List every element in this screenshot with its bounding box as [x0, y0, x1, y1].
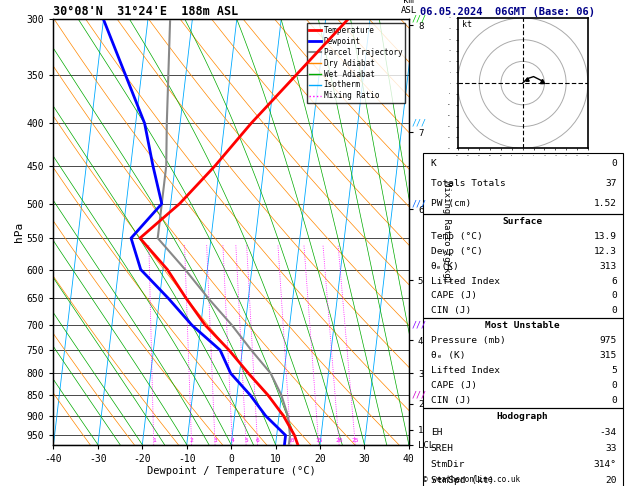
- Text: ///: ///: [412, 119, 427, 128]
- Text: Pressure (mb): Pressure (mb): [431, 336, 506, 346]
- Text: ///: ///: [412, 15, 427, 24]
- Text: 10: 10: [287, 437, 295, 443]
- Text: 20: 20: [605, 476, 616, 485]
- Text: 0: 0: [611, 292, 616, 300]
- Text: 314°: 314°: [594, 460, 616, 469]
- Text: ///: ///: [412, 199, 427, 208]
- Text: 975: 975: [599, 336, 616, 346]
- Text: 3: 3: [213, 437, 217, 443]
- Text: kt: kt: [462, 19, 472, 29]
- Text: 25: 25: [352, 437, 359, 443]
- Text: Hodograph: Hodograph: [497, 412, 548, 421]
- Text: 0: 0: [611, 306, 616, 315]
- Text: -34: -34: [599, 428, 616, 437]
- Text: 12.3: 12.3: [594, 247, 616, 256]
- Text: 5: 5: [611, 366, 616, 375]
- Text: 0: 0: [611, 159, 616, 168]
- Text: 37: 37: [605, 179, 616, 188]
- Text: km
ASL: km ASL: [401, 0, 417, 15]
- Text: 30°08'N  31°24'E  188m ASL: 30°08'N 31°24'E 188m ASL: [53, 5, 239, 18]
- Text: 1: 1: [152, 437, 155, 443]
- Text: 2: 2: [190, 437, 194, 443]
- Text: K: K: [431, 159, 437, 168]
- Text: 313: 313: [599, 261, 616, 271]
- Text: Lifted Index: Lifted Index: [431, 277, 499, 285]
- Text: 15: 15: [315, 437, 323, 443]
- Text: EH: EH: [431, 428, 442, 437]
- Text: 13.9: 13.9: [594, 232, 616, 241]
- Text: 0: 0: [611, 381, 616, 390]
- Text: © weatheronline.co.uk: © weatheronline.co.uk: [423, 474, 520, 484]
- Text: 6: 6: [256, 437, 259, 443]
- Text: Lifted Index: Lifted Index: [431, 366, 499, 375]
- Text: θₑ(K): θₑ(K): [431, 261, 459, 271]
- Text: ///: ///: [412, 391, 427, 399]
- Text: Totals Totals: Totals Totals: [431, 179, 506, 188]
- Text: Surface: Surface: [503, 217, 543, 226]
- Text: PW (cm): PW (cm): [431, 199, 471, 208]
- Text: 6: 6: [611, 277, 616, 285]
- Text: CAPE (J): CAPE (J): [431, 381, 477, 390]
- Y-axis label: hPa: hPa: [14, 222, 24, 242]
- Text: 06.05.2024  06GMT (Base: 06): 06.05.2024 06GMT (Base: 06): [420, 7, 594, 17]
- Text: 315: 315: [599, 351, 616, 360]
- Text: θₑ (K): θₑ (K): [431, 351, 465, 360]
- X-axis label: Dewpoint / Temperature (°C): Dewpoint / Temperature (°C): [147, 467, 316, 476]
- Text: SREH: SREH: [431, 444, 454, 453]
- Text: Temp (°C): Temp (°C): [431, 232, 482, 241]
- Text: CIN (J): CIN (J): [431, 396, 471, 405]
- Text: 4: 4: [230, 437, 234, 443]
- Text: 33: 33: [605, 444, 616, 453]
- Text: CAPE (J): CAPE (J): [431, 292, 477, 300]
- Text: Most Unstable: Most Unstable: [486, 321, 560, 330]
- Text: 20: 20: [335, 437, 343, 443]
- Text: StmSpd (kt): StmSpd (kt): [431, 476, 494, 485]
- Legend: Temperature, Dewpoint, Parcel Trajectory, Dry Adiabat, Wet Adiabat, Isotherm, Mi: Temperature, Dewpoint, Parcel Trajectory…: [306, 23, 405, 103]
- Text: StmDir: StmDir: [431, 460, 465, 469]
- Text: ///: ///: [412, 321, 427, 330]
- Text: CIN (J): CIN (J): [431, 306, 471, 315]
- Text: 5: 5: [244, 437, 248, 443]
- Text: Dewp (°C): Dewp (°C): [431, 247, 482, 256]
- Y-axis label: Mixing Ratio (g/kg): Mixing Ratio (g/kg): [442, 181, 450, 283]
- Text: 0: 0: [611, 396, 616, 405]
- Text: 1.52: 1.52: [594, 199, 616, 208]
